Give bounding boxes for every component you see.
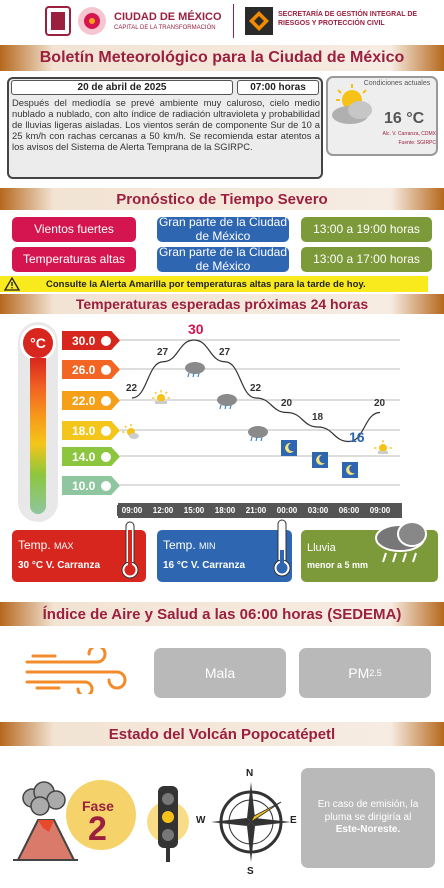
compass-icon xyxy=(211,782,291,862)
hour-label: 15:00 xyxy=(179,505,209,516)
chart-value-label: 27 xyxy=(157,346,169,358)
pollutant-box: PM 2.5 xyxy=(299,648,431,698)
hour-label: 12:00 xyxy=(148,505,178,516)
header: CIUDAD DE MÉXICO CAPITAL DE LA TRANSFORM… xyxy=(0,0,444,42)
hour-label: 00:00 xyxy=(272,505,302,516)
wind-icon xyxy=(25,648,127,694)
temps-title: Temperaturas esperadas próximas 24 horas xyxy=(0,294,444,314)
scale-10: 10.0 xyxy=(62,476,120,495)
cdmx-logo-icon xyxy=(78,7,106,35)
current-station: Alc. V. Carranza, CDMX xyxy=(382,131,436,137)
moon-icon xyxy=(312,452,328,468)
bulletin-time: 07:00 horas xyxy=(237,80,319,95)
cdmx-shield-icon xyxy=(45,6,71,36)
severe-hours-1: 13:00 a 19:00 horas xyxy=(301,217,432,242)
traffic-light-icon xyxy=(147,786,189,862)
rain-label: Lluvia xyxy=(307,542,336,554)
secretariat-name: SECRETARÍA DE GESTIÓN INTEGRAL DE RIESGO… xyxy=(278,11,418,27)
pollutant-name: PM xyxy=(348,665,370,681)
compass-s: S xyxy=(247,866,254,877)
air-quality-box: Mala xyxy=(154,648,286,698)
thermometer-bulb: °C xyxy=(20,325,56,361)
volcano-title: Estado del Volcán Popocatépetl xyxy=(0,722,444,746)
page-title: Boletín Meteorológico para la Ciudad de … xyxy=(0,45,444,71)
chart-value-label: 18 xyxy=(312,412,324,423)
hour-label: 06:00 xyxy=(334,505,364,516)
max-temp-suffix: MAX xyxy=(54,541,74,551)
header-divider xyxy=(233,4,234,38)
partly-cloudy-icon xyxy=(332,84,372,124)
chart-value-label: 20 xyxy=(281,397,293,409)
fase-value: 2 xyxy=(88,810,107,848)
rain-cloud-icon xyxy=(375,521,427,563)
min-temp-suffix: MIN xyxy=(199,541,216,551)
chart-value-label: 30 xyxy=(188,321,204,337)
pollutant-subscript: 2.5 xyxy=(369,668,382,678)
chart-gridlines xyxy=(120,339,400,486)
current-source: Fuente: SGIRPC xyxy=(398,140,436,146)
alert-bar: Consulte la Alerta Amarilla por temperat… xyxy=(0,276,428,292)
chart-value-label: 16 xyxy=(349,428,365,445)
scale-18: 18.0 xyxy=(62,421,120,440)
plume-direction: Este-Noreste. xyxy=(335,824,401,836)
severe-phenomenon-1: Vientos fuertes xyxy=(12,217,136,242)
compass-n: N xyxy=(246,768,254,779)
severe-hours-2: 13:00 a 17:00 horas xyxy=(301,247,432,272)
rain-cloud-icon xyxy=(185,362,205,378)
scale-22: 22.0 xyxy=(62,391,120,410)
severe-area-1: Gran parte de la Ciudad de México xyxy=(157,215,289,243)
bulletin-date: 20 de abril de 2025 xyxy=(11,80,233,95)
plume-text: En caso de emisión, la pluma se dirigirí… xyxy=(317,799,419,823)
air-quality-value: Mala xyxy=(204,665,236,681)
thermometer-unit: °C xyxy=(30,335,46,351)
hour-label: 18:00 xyxy=(210,505,240,516)
chart-value-label: 22 xyxy=(250,383,262,394)
moon-icon xyxy=(342,462,358,478)
city-tagline: CAPITAL DE LA TRANSFORMACIÓN xyxy=(114,25,216,31)
rain-cloud-icon xyxy=(217,394,237,410)
hour-label: 09:00 xyxy=(117,505,147,516)
warning-icon xyxy=(4,277,20,291)
civil-protection-icon xyxy=(245,7,273,35)
alert-text: Consulte la Alerta Amarilla por temperat… xyxy=(46,278,366,290)
scale-14: 14.0 xyxy=(62,447,120,466)
sunny-icon xyxy=(152,390,170,404)
thermometer-fill xyxy=(30,358,46,514)
severe-phenomenon-2: Temperaturas altas xyxy=(12,247,136,272)
scale-26: 26.0 xyxy=(62,360,120,379)
thermometer-cold-icon xyxy=(273,519,291,577)
thermometer-hot-icon xyxy=(121,521,139,579)
hour-label: 21:00 xyxy=(241,505,271,516)
chart-value-label: 22 xyxy=(126,383,138,394)
max-temp-value: 30 °C V. Carranza xyxy=(18,560,101,571)
chart-value-label: 20 xyxy=(374,397,386,409)
partly-sunny-icon xyxy=(122,424,139,439)
plume-box: En caso de emisión, la pluma se dirigirí… xyxy=(301,768,435,868)
rain-cloud-icon xyxy=(248,426,268,442)
bulletin-text: Después del mediodía se prevé ambiente m… xyxy=(12,97,320,152)
fase-label: Fase xyxy=(82,798,114,814)
min-temp-label: Temp. xyxy=(163,538,196,552)
severe-area-2: Gran parte de la Ciudad de México xyxy=(157,245,289,273)
min-temp-card: Temp. MIN 16 °C V. Carranza xyxy=(157,530,292,582)
rain-value: menor a 5 mm xyxy=(307,560,369,570)
city-name: CIUDAD DE MÉXICO xyxy=(114,11,222,23)
fase-circle xyxy=(66,780,136,850)
hour-label: 03:00 xyxy=(303,505,333,516)
max-temp-label: Temp. xyxy=(18,538,51,552)
moon-icon xyxy=(281,440,297,456)
chart-value-label: 27 xyxy=(219,346,231,358)
hour-label: 09:00 xyxy=(365,505,395,516)
current-temp: 16 °C xyxy=(384,110,425,127)
air-title: Índice de Aire y Salud a las 06:00 horas… xyxy=(0,602,444,626)
severe-title: Pronóstico de Tiempo Severo xyxy=(0,188,444,210)
compass-e: E xyxy=(290,815,297,826)
compass-w: W xyxy=(196,815,206,826)
min-temp-value: 16 °C V. Carranza xyxy=(163,560,246,571)
scale-30: 30.0 xyxy=(62,331,120,350)
partly-sunny-icon xyxy=(374,440,392,454)
volcano-icon xyxy=(13,781,78,861)
current-label: Condiciones actuales xyxy=(363,80,431,87)
